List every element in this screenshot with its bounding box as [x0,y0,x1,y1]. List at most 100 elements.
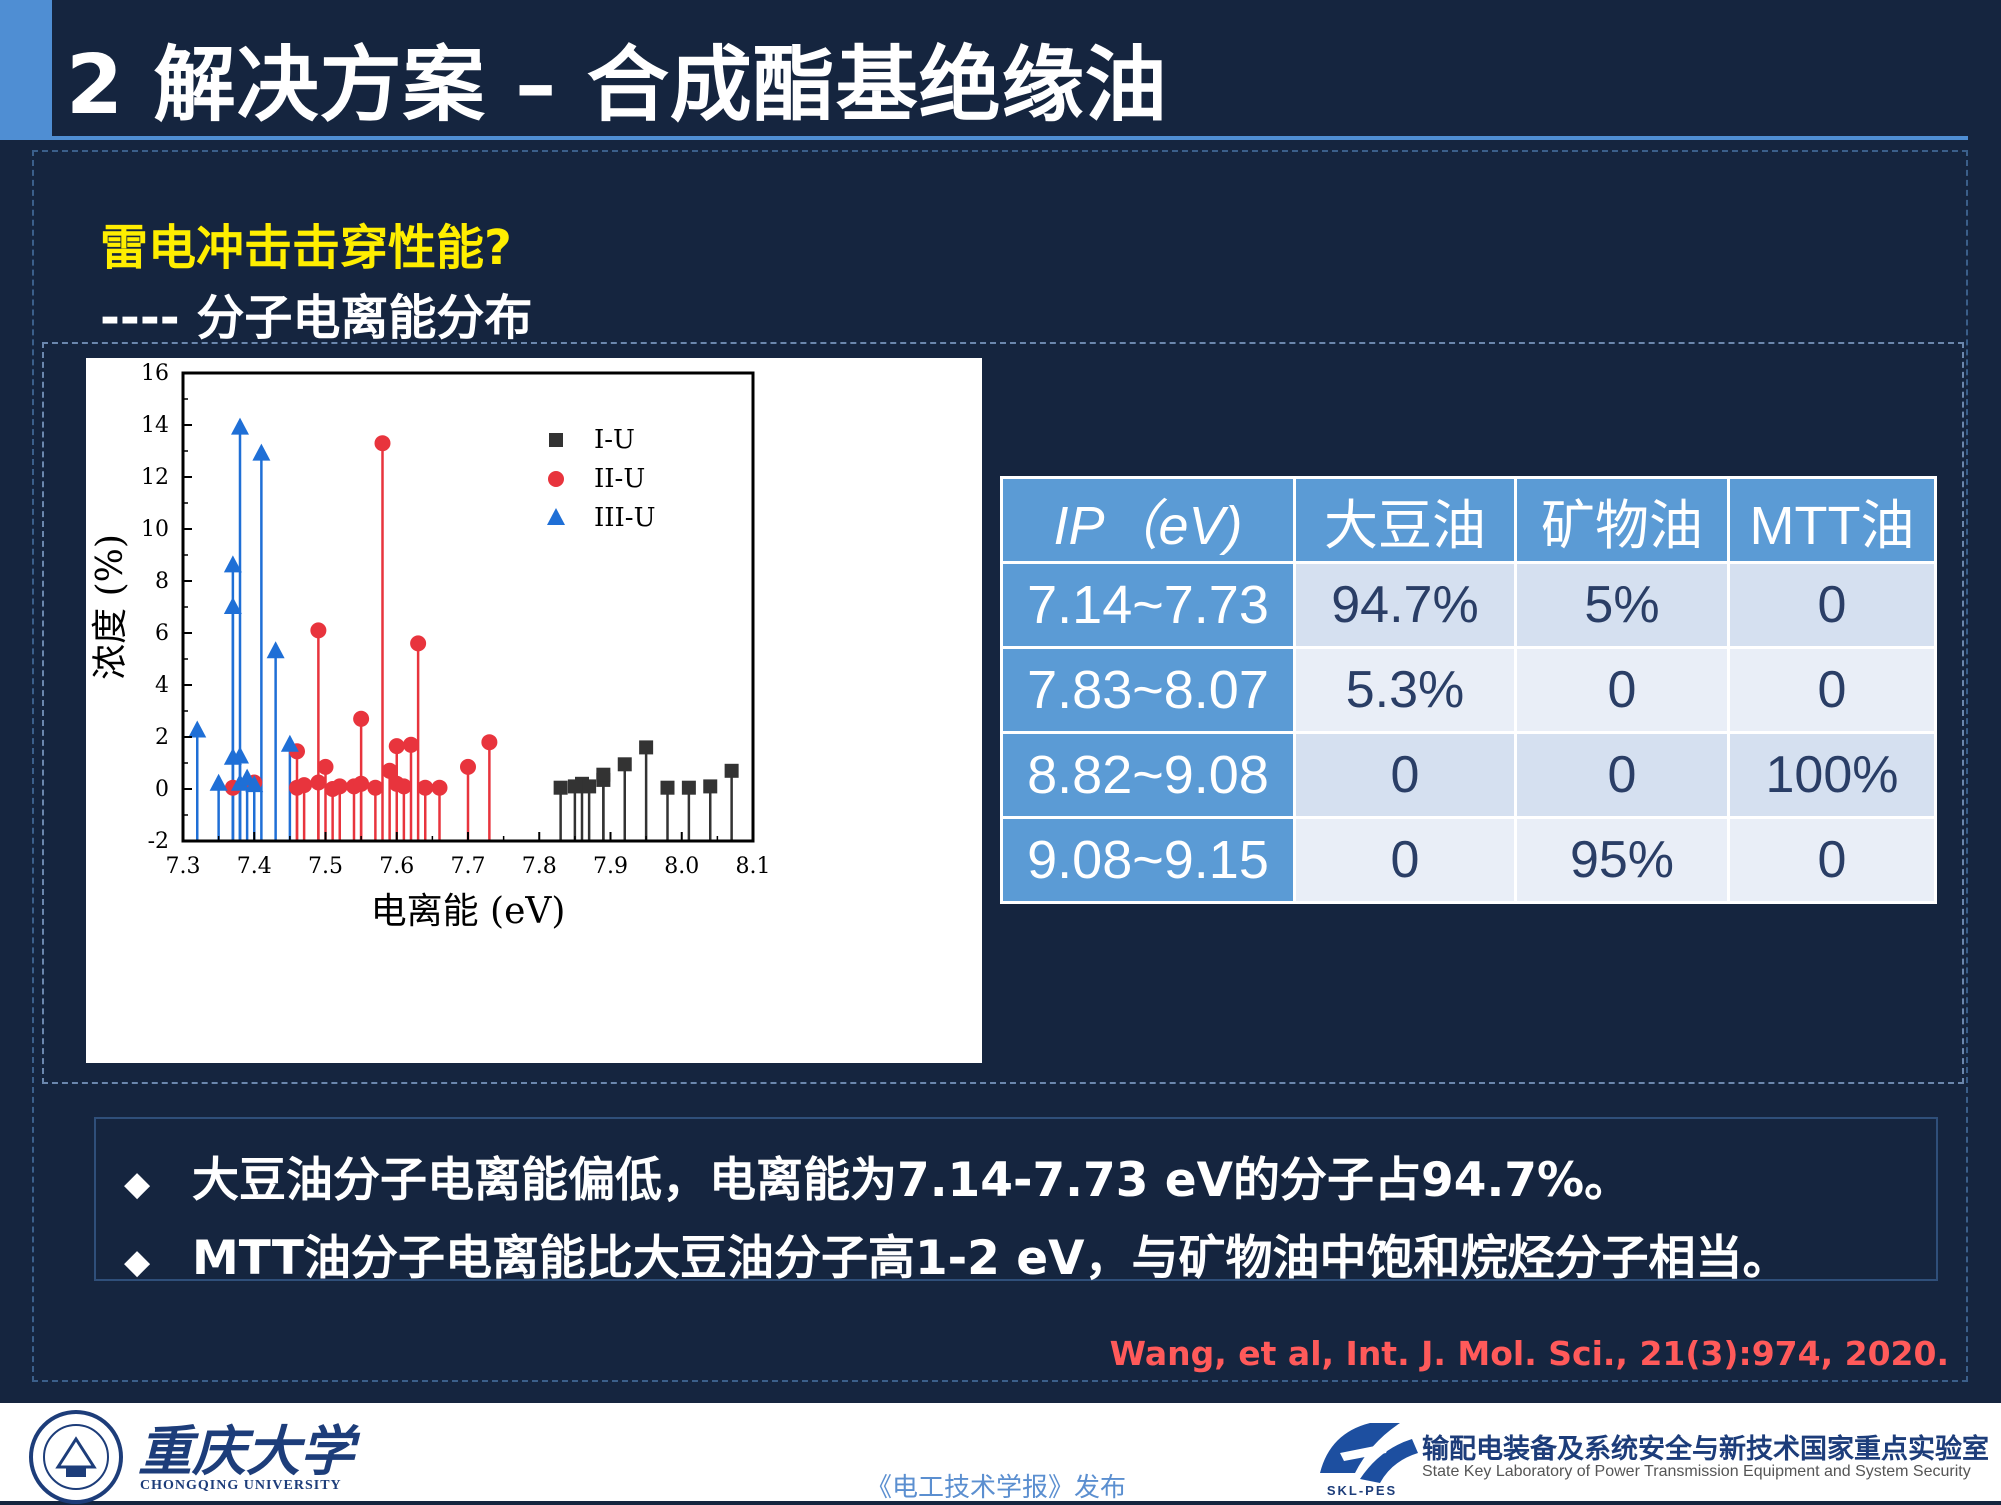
x-tick-label: 7.6 [379,854,414,879]
x-tick-label: 7.9 [593,854,628,879]
table-cell: 0 [1727,561,1937,649]
x-tick-label: 7.4 [237,854,272,879]
bullet-text: 大豆油分子电离能偏低，电离能为7.14-7.73 eV的分子占94.7%。 [192,1153,1632,1208]
table-cell: 0 [1293,731,1517,819]
data-point [310,622,327,639]
legend-label: II-U [594,464,645,494]
table-header-soybean: 大豆油 [1293,476,1517,564]
data-point [403,736,419,753]
ionization-energy-chart: -2 0 2 4 6 8 10 12 14 16 7.3 7.4 7.5 7.6 7.7 7.8 7.9 8.0 8… [86,358,982,1063]
data-point [417,779,434,796]
legend-marker [547,508,565,525]
legend-label: III-U [594,503,656,533]
table-row-range: 9.08~9.15 [1000,816,1296,904]
table-row-range: 8.82~9.08 [1000,731,1296,819]
diamond-bullet-icon: ◆ [124,1163,151,1204]
data-point [223,597,242,614]
legend-label: I-U [594,425,635,455]
table-cell: 0 [1293,816,1517,904]
table-header-ip-label: IP（eV) [1053,495,1243,556]
ionization-table: IP（eV) 大豆油 矿物油 MTT油 7.14~7.73 94.7% 5% 0… [1000,476,1937,904]
bullet-item: ◆ 大豆油分子电离能偏低，电离能为7.14-7.73 eV的分子占94.7%。 [124,1141,1631,1210]
table-cell: 0 [1727,646,1937,734]
legend-marker [549,433,563,447]
publisher-note: 《电工技术学报》发布 [866,1473,1127,1503]
y-tick-label: 12 [141,465,169,490]
table-cell: 95% [1514,816,1730,904]
data-point [553,780,568,795]
data-point [381,762,398,779]
data-point [231,746,249,764]
slide-title: 2 解决方案 – 合成酯基绝缘油 [66,38,1168,133]
conclusion-box: ◆ 大豆油分子电离能偏低，电离能为7.14-7.73 eV的分子占94.7%。 ◆… [94,1117,1938,1286]
x-tick-label: 7.7 [451,854,486,879]
lab-logo-icon [1320,1423,1418,1483]
legend-marker [548,471,564,487]
data-point [353,775,370,792]
citation: Wang, et al, Int. J. Mol. Sci., 21(3):97… [1109,1334,1949,1373]
content-frame [32,150,1968,1382]
table-header-ip: IP（eV) [1000,476,1296,564]
table-row-range: 7.14~7.73 [1000,561,1296,649]
table-row-range: 7.83~8.07 [1000,646,1296,734]
y-tick-label: -2 [148,829,169,854]
y-tick-label: 2 [155,725,169,750]
data-point [331,778,348,795]
data-point [317,758,334,775]
data-point [252,443,271,461]
table-row: 9.08~9.15 0 95% 0 [1000,816,1937,904]
table-row: 8.82~9.08 0 0 100% [1000,731,1937,819]
data-point [353,710,370,727]
y-tick-label: 8 [155,569,169,594]
bullet-text: MTT油分子电离能比大豆油分子高1-2 eV，与矿物油中饱和烷烃分子相当。 [192,1231,1790,1286]
table-cell: 0 [1514,646,1730,734]
data-point [681,780,696,795]
x-tick-label: 7.8 [522,854,557,879]
table-cell: 5% [1514,561,1730,649]
table-cell: 0 [1727,816,1937,904]
table-row: 7.83~8.07 5.3% 0 0 [1000,646,1937,734]
table-row: 7.14~7.73 94.7% 5% 0 [1000,561,1937,649]
chart-svg: -2 0 2 4 6 8 10 12 14 16 7.3 7.4 7.5 7.6 7.7 7.8 7.9 8.0 8… [90,361,771,932]
bullet-item: ◆ MTT油分子电离能比大豆油分子高1-2 eV，与矿物油中饱和烷烃分子相当。 [124,1219,1790,1288]
y-axis-label: 浓度 (%) [90,534,131,680]
lab-abbreviation: SKL-PES [1326,1483,1398,1498]
title-underline [52,136,1968,140]
data-point [460,758,476,775]
diamond-bullet-icon: ◆ [124,1241,151,1282]
section-question: 雷电冲击击穿性能? [100,220,512,276]
title-accent-bar [0,0,52,140]
section-subheading: ---- 分子电离能分布 [100,290,533,346]
data-point [310,774,327,791]
lab-name: 输配电装备及系统安全与新技术国家重点实验室 [1422,1434,1989,1465]
lab-name-en: State Key Laboratory of Power Transmissi… [1422,1463,1971,1480]
data-point [395,778,412,795]
data-point [617,757,632,772]
data-point [660,780,675,795]
data-point [367,779,384,796]
y-tick-label: 4 [155,673,169,698]
y-tick-label: 0 [155,777,169,802]
figure-frame [42,342,1964,1084]
data-point [231,417,249,435]
data-point [296,777,313,794]
data-point [431,779,448,796]
data-point [223,555,242,573]
table-cell: 100% [1727,731,1937,819]
data-point [724,763,739,778]
university-seal-icon [29,1410,123,1504]
x-tick-label: 8.1 [736,854,771,879]
footer: 重庆大学 CHONGQING UNIVERSITY 《电工技术学报》发布 SKL… [0,1403,2001,1504]
data-point [703,779,718,794]
y-tick-label: 6 [155,621,169,646]
data-point [481,734,498,751]
data-point [245,775,264,793]
university-name: 重庆大学 [138,1419,354,1483]
y-tick-label: 14 [141,413,169,438]
table-cell: 94.7% [1293,561,1517,649]
table-header-mtt: MTT油 [1727,476,1937,564]
table-header-row: IP（eV) 大豆油 矿物油 MTT油 [1000,476,1937,564]
data-point [596,767,611,782]
table-cell: 5.3% [1293,646,1517,734]
y-tick-label: 10 [141,517,169,542]
